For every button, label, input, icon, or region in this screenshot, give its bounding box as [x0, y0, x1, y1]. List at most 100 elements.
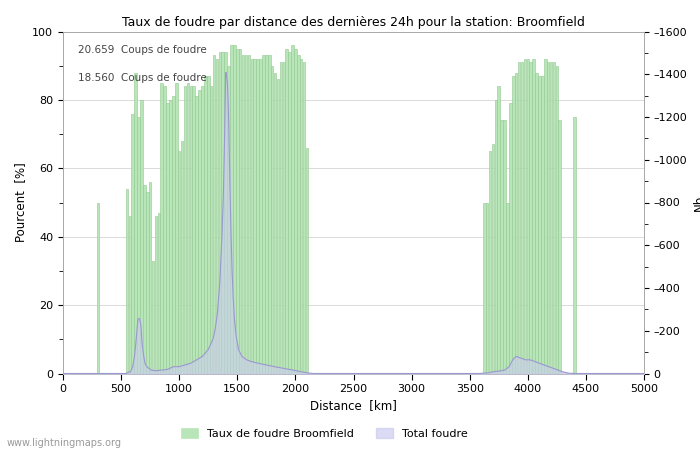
Bar [195, 96, 198, 374]
Bar [506, 202, 509, 374]
Text: 20.659  Coups de foudre: 20.659 Coups de foudre [78, 45, 206, 55]
Bar [158, 213, 160, 374]
Text: 18.560  Coups de foudre: 18.560 Coups de foudre [78, 72, 206, 82]
Bar [213, 55, 216, 374]
Bar [146, 192, 148, 374]
Bar [291, 45, 294, 374]
Bar [550, 62, 552, 374]
Bar [245, 55, 247, 374]
Bar [225, 52, 227, 374]
Bar [183, 86, 186, 374]
Bar [160, 83, 163, 373]
Bar [143, 185, 146, 374]
Bar [268, 55, 270, 374]
Bar [155, 216, 158, 374]
Bar [187, 83, 189, 373]
Bar [259, 59, 262, 373]
Bar [210, 86, 212, 374]
Bar [262, 55, 265, 374]
Bar [306, 148, 308, 374]
Bar [512, 76, 514, 374]
Bar [241, 55, 244, 374]
Bar [532, 59, 535, 373]
Bar [491, 144, 494, 374]
Bar [503, 121, 506, 374]
Bar [221, 52, 224, 374]
Bar [553, 62, 555, 374]
Bar [175, 83, 178, 373]
Bar [181, 141, 183, 373]
Bar [300, 59, 302, 373]
Bar [178, 151, 181, 374]
Bar [97, 202, 99, 374]
Bar [526, 59, 529, 373]
Bar [288, 52, 291, 374]
Bar [483, 202, 486, 374]
Bar [149, 182, 151, 374]
Bar [529, 62, 532, 374]
Bar [132, 113, 134, 374]
Bar [163, 86, 166, 374]
Bar [547, 62, 550, 374]
Bar [134, 72, 137, 373]
Bar [524, 59, 526, 373]
Bar [190, 86, 192, 374]
Bar [172, 96, 175, 374]
Bar [193, 86, 195, 374]
Bar [521, 62, 524, 374]
Bar [294, 49, 297, 374]
Title: Taux de foudre par distance des dernières 24h pour la station: Broomfield: Taux de foudre par distance des dernière… [122, 16, 585, 29]
Bar [500, 121, 503, 374]
Bar [137, 117, 140, 374]
Bar [125, 189, 128, 374]
Bar [556, 66, 558, 373]
Bar [541, 76, 544, 374]
Bar [536, 72, 538, 373]
Legend: Taux de foudre Broomfield, Total foudre: Taux de foudre Broomfield, Total foudre [177, 423, 472, 443]
Bar [286, 49, 288, 374]
Bar [297, 55, 300, 374]
Bar [201, 86, 204, 374]
X-axis label: Distance  [km]: Distance [km] [310, 400, 397, 413]
Bar [486, 202, 489, 374]
Bar [509, 104, 512, 374]
Bar [167, 104, 169, 374]
Bar [573, 117, 575, 374]
Bar [276, 79, 279, 373]
Bar [271, 66, 274, 373]
Bar [518, 62, 520, 374]
Bar [283, 62, 285, 374]
Bar [303, 62, 305, 374]
Bar [495, 100, 497, 374]
Bar [538, 76, 540, 374]
Bar [236, 49, 239, 374]
Bar [218, 52, 221, 374]
Bar [279, 62, 282, 374]
Bar [169, 100, 172, 374]
Bar [489, 151, 491, 374]
Bar [498, 86, 500, 374]
Bar [129, 216, 131, 374]
Bar [140, 100, 143, 374]
Y-axis label: Pourcent  [%]: Pourcent [%] [14, 162, 27, 243]
Bar [233, 45, 236, 374]
Text: www.lightningmaps.org: www.lightningmaps.org [7, 438, 122, 448]
Bar [239, 49, 241, 374]
Bar [207, 76, 209, 374]
Bar [216, 59, 218, 373]
Bar [559, 121, 561, 374]
Bar [251, 59, 253, 373]
Bar [230, 45, 233, 374]
Bar [544, 59, 547, 373]
Bar [198, 90, 201, 374]
Bar [256, 59, 259, 373]
Bar [515, 72, 517, 373]
Bar [253, 59, 256, 373]
Bar [265, 55, 267, 374]
Y-axis label: Nb: Nb [693, 194, 700, 211]
Bar [204, 76, 206, 374]
Bar [248, 55, 250, 374]
Bar [228, 66, 230, 373]
Bar [274, 72, 276, 373]
Bar [152, 261, 154, 373]
